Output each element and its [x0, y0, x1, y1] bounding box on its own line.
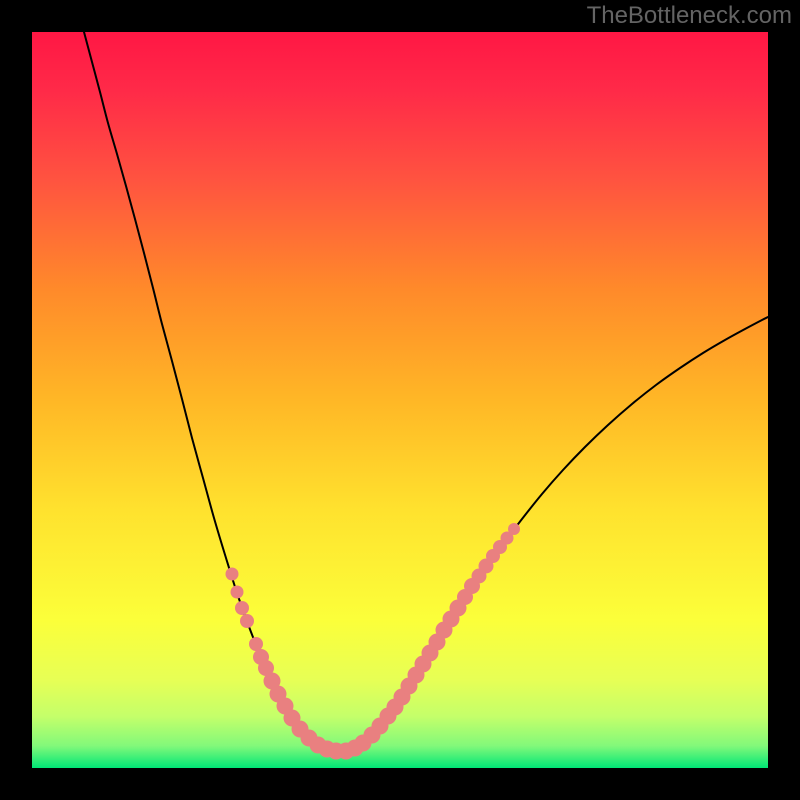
marker-left: [240, 614, 254, 628]
marker-right: [508, 523, 520, 535]
marker-left: [249, 637, 263, 651]
marker-left: [226, 568, 239, 581]
stage: TheBottleneck.com: [0, 0, 800, 800]
watermark-text: TheBottleneck.com: [587, 2, 792, 30]
marker-left: [231, 586, 244, 599]
marker-left: [235, 601, 249, 615]
plot-background: [32, 32, 768, 768]
chart-svg: [0, 0, 800, 800]
